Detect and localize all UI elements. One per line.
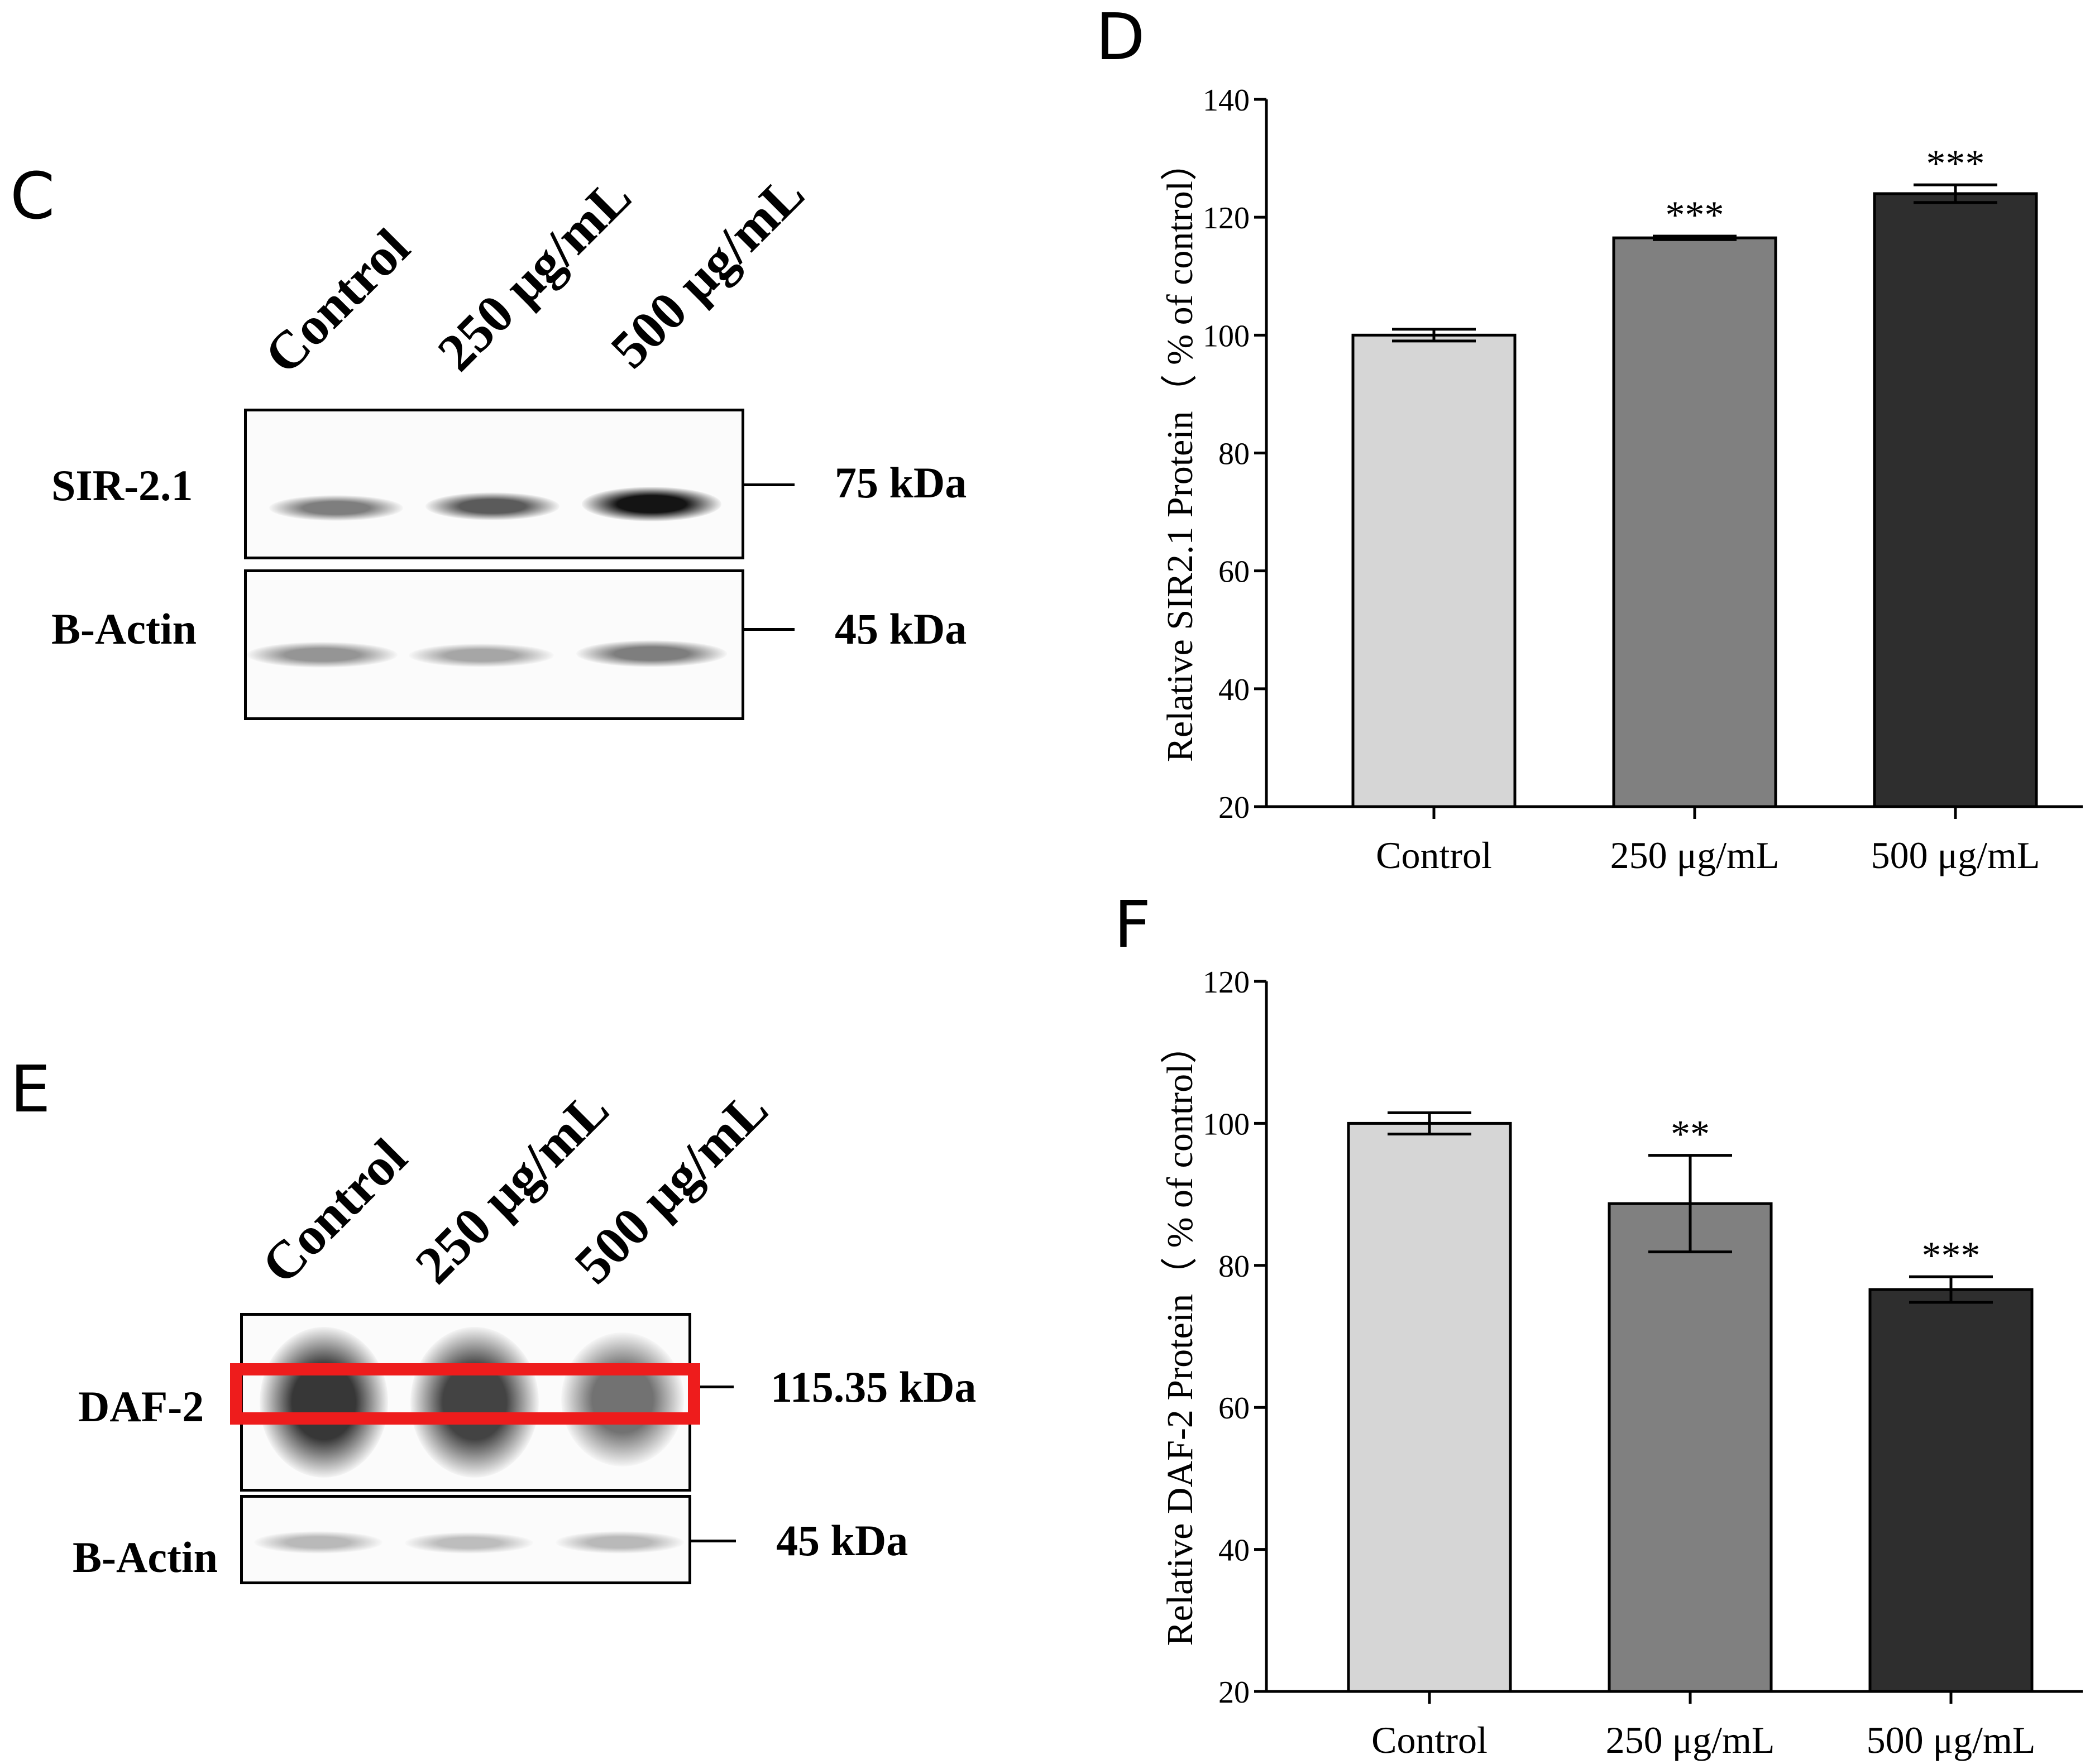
chart-d-significance-2: *** (1926, 142, 1985, 185)
chart-d-bar-0 (1351, 333, 1517, 808)
chart-d-ytick-label: 80 (1218, 437, 1250, 472)
daf2-highlight-box (230, 1363, 700, 1425)
chart-f-ytick-label: 20 (1218, 1675, 1250, 1710)
chart-d-ytick-label: 120 (1203, 201, 1250, 236)
chart-f-ylabel: Relative DAF-2 Protein（ % of control） (1160, 1027, 1201, 1646)
chart-f-ytick-label: 60 (1218, 1391, 1250, 1426)
chart-f-xtick-label-2: 500 μg/mL (1867, 1719, 2036, 1761)
blot-actin-e (240, 1495, 691, 1584)
panel-letter-e: E (10, 1052, 51, 1127)
chart-f-ytick-label: 40 (1218, 1533, 1250, 1568)
band-actin-c-control (247, 642, 398, 668)
marker-line-actin-e (691, 1540, 736, 1542)
chart-d-xtick-label-0: Control (1376, 834, 1492, 876)
band-daf2-500 (561, 1332, 684, 1466)
chart-d-xtick-label-2: 500 μg/mL (1871, 834, 2040, 876)
band-actin-e-250 (405, 1532, 533, 1554)
chart-d-significance-1: *** (1666, 194, 1724, 237)
band-daf2-control (260, 1327, 388, 1478)
blot-label-actin-c: B-Actin (51, 605, 197, 653)
kda-daf2: 115.35 kDa (771, 1363, 977, 1411)
band-actin-e-control (254, 1531, 382, 1554)
chart-f-bar-2 (1868, 1288, 2034, 1693)
marker-line-daf2 (700, 1386, 734, 1388)
panel-letter-f: F (1114, 888, 1151, 962)
band-actin-e-500 (556, 1531, 684, 1554)
kda-actin-c: 45 kDa (835, 605, 967, 653)
blot-sir21 (244, 409, 744, 559)
band-daf2-250 (410, 1327, 539, 1478)
chart-d-ytick-label: 40 (1218, 673, 1250, 707)
chart-f-bar-0 (1347, 1121, 1512, 1693)
band-sir21-control (269, 495, 403, 521)
panel-letter-d: D (1096, 0, 1145, 75)
marker-line-sir21 (744, 483, 795, 486)
chart-f-significance-1: ** (1671, 1113, 1710, 1156)
chart-f-ytick-label: 80 (1218, 1249, 1250, 1284)
chart-d-bar-2 (1873, 192, 2038, 808)
chart-d-ytick-label: 60 (1218, 555, 1250, 589)
band-sir21-500 (582, 487, 721, 521)
chart-f-xtick-label-1: 250 μg/mL (1606, 1719, 1775, 1761)
chart-f-xtick-label-0: Control (1371, 1719, 1488, 1761)
panel-letter-c: C (10, 159, 55, 234)
band-sir21-250 (425, 492, 559, 520)
blot-label-sir21: SIR-2.1 (51, 461, 193, 510)
blot-daf2 (240, 1313, 691, 1492)
band-actin-c-500 (576, 640, 727, 667)
kda-sir21: 75 kDa (835, 458, 967, 507)
chart-d-ytick-label: 100 (1203, 319, 1250, 353)
band-actin-c-250 (409, 644, 554, 667)
chart-f-bar-1 (1608, 1202, 1773, 1693)
chart-d-xtick-label-1: 250 μg/mL (1610, 834, 1780, 876)
blot-label-actin-e: B-Actin (73, 1533, 218, 1581)
kda-actin-e: 45 kDa (776, 1516, 908, 1565)
blot-label-daf2: DAF-2 (78, 1382, 204, 1431)
chart-d-ylabel: Relative SIR2.1 Protein（ % of control） (1160, 144, 1201, 762)
blot-actin-c (244, 569, 744, 720)
chart-f-ytick-label: 120 (1203, 965, 1250, 1000)
chart-d-ytick-label: 20 (1218, 790, 1250, 825)
marker-line-actin-c (744, 628, 795, 631)
chart-d-ytick-label: 140 (1203, 83, 1250, 118)
chart-f-significance-2: *** (1922, 1234, 1981, 1277)
chart-f-ytick-label: 100 (1203, 1107, 1250, 1142)
chart-d-bar-1 (1612, 236, 1777, 808)
